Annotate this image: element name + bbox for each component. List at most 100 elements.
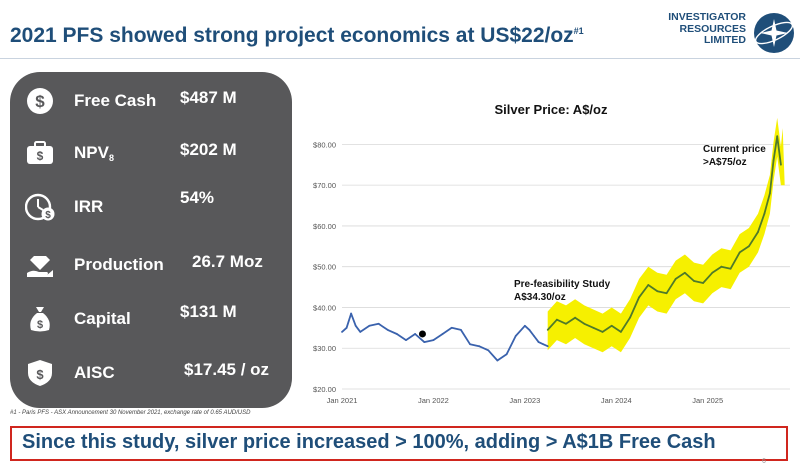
x-tick-label: Jan 2021 xyxy=(327,396,358,405)
data-point xyxy=(779,163,782,166)
footnote: #1 - Paris PFS - ASX Announcement 30 Nov… xyxy=(10,410,251,416)
hand-diamond-icon xyxy=(27,256,53,277)
data-point xyxy=(772,159,775,162)
data-point xyxy=(542,343,545,346)
data-point xyxy=(574,316,577,319)
slide-title: 2021 PFS showed strong project economics… xyxy=(10,24,584,48)
clock-dollar-icon: $ xyxy=(25,193,55,221)
data-point xyxy=(592,326,595,329)
current-price-annotation-line1: Current price xyxy=(703,144,766,155)
data-point xyxy=(514,335,517,337)
metric-value: $487 M xyxy=(180,88,237,107)
metric-value: 26.7 Moz xyxy=(192,252,263,271)
metric-label: NPV8 xyxy=(74,143,114,163)
pfs-date-marker xyxy=(418,330,426,338)
data-point xyxy=(341,331,343,333)
data-point xyxy=(414,333,417,335)
data-point xyxy=(720,265,723,268)
data-point xyxy=(711,271,714,274)
data-point xyxy=(450,326,453,329)
title-footnote-ref: #1 xyxy=(573,26,584,36)
data-point xyxy=(345,326,348,329)
y-axis-ticks: $20.00 $30.00 $40.00 $50.00 $60.00 $70.00 $80.… xyxy=(313,140,336,394)
data-point xyxy=(441,333,444,335)
data-point xyxy=(656,290,659,293)
y-tick-label: $70.00 xyxy=(313,181,336,190)
data-point xyxy=(496,359,499,362)
logo-line-3: LIMITED xyxy=(704,34,746,46)
data-point xyxy=(763,212,766,215)
metric-label: IRR xyxy=(74,197,104,216)
summary-banner-text: Since this study, silver price increased… xyxy=(22,431,716,453)
current-price-annotation-line2: >A$75/oz xyxy=(703,157,747,168)
metric-label-text: NPV xyxy=(74,143,109,162)
svg-text:$: $ xyxy=(35,92,45,111)
data-point xyxy=(693,280,695,282)
data-point xyxy=(768,192,771,195)
metric-capital: $ Capital $131 M xyxy=(10,300,292,340)
data-point xyxy=(350,312,353,315)
x-tick-label: Jan 2023 xyxy=(509,396,540,405)
svg-text:$: $ xyxy=(37,149,44,163)
data-point xyxy=(619,331,622,333)
svg-text:$: $ xyxy=(36,367,44,382)
data-point xyxy=(386,328,389,331)
metric-label-subscript: 8 xyxy=(108,153,114,163)
data-point xyxy=(354,324,357,327)
metric-label: Production xyxy=(74,255,164,274)
data-point xyxy=(537,341,540,344)
company-logo: INVESTIGATOR RESOURCES LIMITED xyxy=(628,8,798,58)
chart-title: Silver Price: A$/oz xyxy=(495,102,608,117)
summary-banner: Since this study, silver price increased… xyxy=(10,426,788,461)
data-point xyxy=(665,292,668,295)
data-point xyxy=(546,345,549,348)
data-point xyxy=(610,324,613,327)
x-tick-label: Jan 2022 xyxy=(418,396,449,405)
pfs-annotation-line2: A$34.30/oz xyxy=(514,292,566,303)
data-point xyxy=(469,343,471,346)
y-tick-label: $80.00 xyxy=(313,140,336,149)
data-point xyxy=(395,333,398,335)
metric-label: AISC xyxy=(74,363,115,382)
data-point xyxy=(702,282,705,284)
data-point xyxy=(747,245,750,248)
y-tick-label: $60.00 xyxy=(313,222,336,231)
data-point xyxy=(565,322,567,325)
title-divider xyxy=(0,58,800,59)
data-point xyxy=(533,335,535,337)
money-bag-icon: $ xyxy=(30,307,50,332)
x-tick-label: Jan 2025 xyxy=(692,396,723,405)
metric-free-cash: $ Free Cash $487 M xyxy=(10,82,292,122)
highlight-layer xyxy=(547,117,785,353)
data-point xyxy=(738,251,741,254)
data-point xyxy=(638,296,641,299)
data-point xyxy=(757,231,759,233)
data-point xyxy=(505,353,508,356)
logo-line-1: INVESTIGATOR xyxy=(668,11,746,23)
data-point xyxy=(377,322,380,325)
data-point xyxy=(629,316,631,319)
metric-production: Production 26.7 Moz xyxy=(10,246,292,286)
y-tick-label: $50.00 xyxy=(313,263,336,272)
data-point xyxy=(423,341,426,344)
metric-irr: $ IRR 54% xyxy=(10,188,292,228)
data-point xyxy=(478,345,481,348)
logo-globe-icon xyxy=(754,13,794,53)
x-axis-ticks: Jan 2021 Jan 2022 Jan 2023 Jan 2024 Jan 2025 xyxy=(327,396,724,405)
metric-label: Capital xyxy=(74,309,131,328)
marker-layer xyxy=(418,330,426,338)
data-point xyxy=(583,322,586,325)
data-point xyxy=(647,284,650,286)
data-point xyxy=(405,339,407,341)
metric-value: 54% xyxy=(180,188,215,207)
slide-title-text: 2021 PFS showed strong project economics… xyxy=(10,24,574,47)
y-tick-label: $30.00 xyxy=(313,344,336,353)
metric-value: $17.45 / oz xyxy=(184,360,270,379)
key-metrics-panel: $ Free Cash $487 M $ NPV8 $202 M $ IRR 5… xyxy=(10,72,292,408)
data-point xyxy=(528,328,531,331)
dollar-coin-icon: $ xyxy=(27,88,53,114)
data-point xyxy=(523,324,526,327)
data-point xyxy=(674,278,677,280)
data-point xyxy=(487,349,490,352)
data-point xyxy=(776,135,779,138)
